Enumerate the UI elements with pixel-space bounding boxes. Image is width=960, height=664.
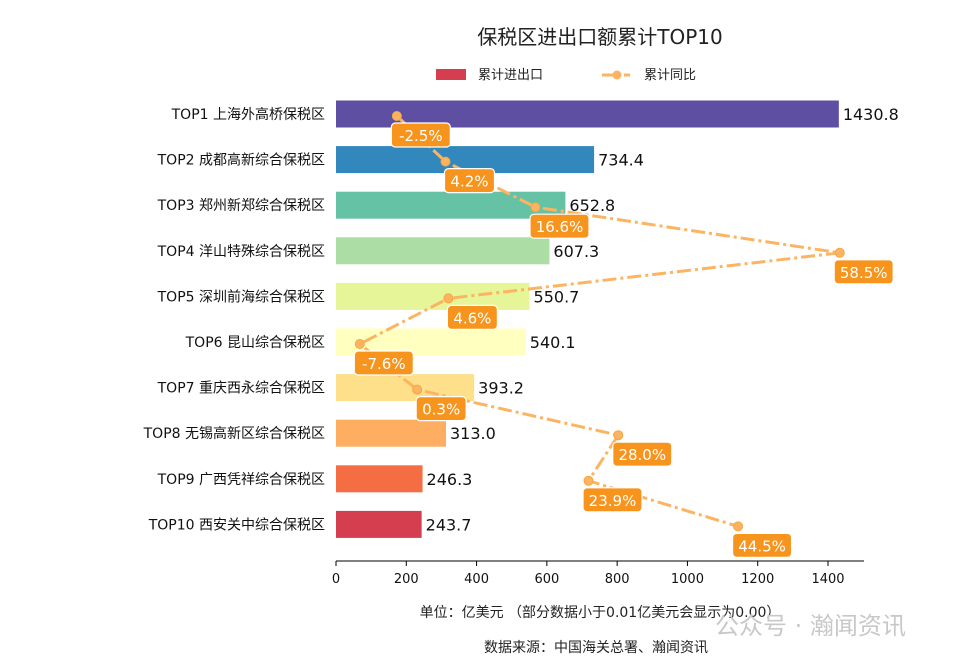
- bar: [336, 510, 422, 538]
- chart-title: 保税区进出口额累计TOP10: [477, 25, 722, 49]
- bar-value-label: 246.3: [427, 470, 473, 489]
- bar-value-label: 243.7: [426, 515, 472, 534]
- y-tick-label: TOP6 昆山综合保税区: [185, 335, 325, 351]
- growth-point: [354, 339, 365, 349]
- growth-point: [613, 430, 624, 441]
- bar: [336, 191, 566, 219]
- bar-value-label: 550.7: [534, 287, 580, 306]
- growth-point: [834, 247, 845, 258]
- growth-label-box: [353, 350, 414, 376]
- growth-label-box: [443, 168, 496, 194]
- growth-line: [357, 114, 840, 528]
- bar: [336, 237, 550, 265]
- legend-line-marker: [612, 70, 622, 80]
- growth-label-box: [415, 396, 467, 422]
- growth-point: [530, 202, 541, 213]
- x-tick-label: 800: [605, 572, 630, 587]
- growth-label: 23.9%: [589, 492, 637, 510]
- y-tick-label: TOP5 深圳前海综合保税区: [157, 288, 325, 305]
- y-tick-label: TOP1 上海外高桥保税区: [171, 106, 325, 123]
- x-tick-label: 600: [534, 572, 559, 587]
- bar: [336, 465, 423, 493]
- growth-label-box: [529, 213, 590, 239]
- y-tick-label: TOP8 无锡高新区综合保税区: [143, 425, 325, 442]
- growth-label: -2.5%: [399, 127, 443, 145]
- bar-value-label: 313.0: [450, 424, 496, 443]
- bar-series: 1430.8 734.4 652.8 607.3 550.7 540.1 393.2 313.…: [336, 100, 899, 538]
- y-tick-label: TOP7 重庆西永综合保税区: [157, 381, 325, 397]
- bar-value-label: 540.1: [530, 333, 576, 352]
- growth-label: 16.6%: [536, 218, 584, 236]
- growth-point: [440, 156, 451, 167]
- growth-label-box: [390, 122, 451, 148]
- bar-value-label: 607.3: [553, 242, 599, 261]
- y-tick-label: TOP2 成都高新综合保税区: [157, 152, 325, 169]
- x-tick-label: 400: [464, 572, 489, 587]
- watermark: 公众号 · 瀚闻资讯: [715, 612, 906, 640]
- growth-label-box: [833, 259, 894, 285]
- bar-value-label: 1430.8: [843, 105, 899, 124]
- bar-value-label: 652.8: [569, 196, 615, 215]
- x-tick-label: 1400: [811, 572, 844, 587]
- growth-label-box: [446, 304, 498, 330]
- growth-point: [443, 293, 454, 304]
- x-tick-label: 200: [394, 572, 419, 587]
- source-note: 数据来源：中国海关总署、瀚闻资讯: [484, 640, 708, 656]
- growth-point: [412, 384, 423, 395]
- x-axis-label: 单位：亿美元 （部分数据小于0.01亿美元会显示为0.00）: [420, 605, 781, 621]
- growth-label: 4.6%: [453, 309, 491, 327]
- growth-label-box: [582, 487, 643, 513]
- growth-label: 0.3%: [422, 401, 460, 419]
- x-tick-label: 0: [332, 572, 340, 587]
- x-tick-label: 1200: [741, 572, 774, 587]
- growth-point: [583, 475, 594, 486]
- growth-label-box: [612, 441, 673, 467]
- growth-label: 28.0%: [618, 446, 666, 464]
- y-axis-labels: TOP1 上海外高桥保税区 TOP2 成都高新综合保税区 TOP3 郑州新郑综合保税…: [143, 106, 325, 533]
- legend-bar-swatch: [436, 69, 466, 80]
- growth-label-box: [731, 532, 793, 559]
- growth-point: [391, 111, 402, 121]
- y-tick-label: TOP3 郑州新郑综合保税区: [157, 198, 325, 214]
- growth-label: -7.6%: [362, 355, 406, 373]
- growth-label: 58.5%: [840, 264, 888, 282]
- growth-label: 4.2%: [450, 173, 488, 191]
- line-series: -2.5% 4.2% 16.6% 58.5% 4.6% -7.6% 0.3% 28.0% 23.…: [353, 111, 894, 559]
- legend: 累计进出口 累计同比: [436, 68, 696, 83]
- legend-bar-label: 累计进出口: [478, 68, 543, 83]
- bar: [336, 419, 446, 447]
- y-tick-label: TOP9 广西凭祥综合保税区: [157, 472, 325, 488]
- growth-label: 44.5%: [738, 537, 786, 555]
- bar-value-label: 734.4: [598, 151, 644, 170]
- x-tick-label: 1000: [671, 572, 704, 587]
- x-axis: 0 200 400 600 800 1000 1200 1400: [332, 560, 864, 587]
- growth-point: [733, 521, 744, 532]
- y-tick-label: TOP10 西安关中综合保税区: [148, 517, 325, 533]
- bar-value-label: 393.2: [478, 379, 524, 398]
- legend-line-label: 累计同比: [644, 68, 696, 83]
- y-tick-label: TOP4 洋山特殊综合保税区: [157, 244, 325, 260]
